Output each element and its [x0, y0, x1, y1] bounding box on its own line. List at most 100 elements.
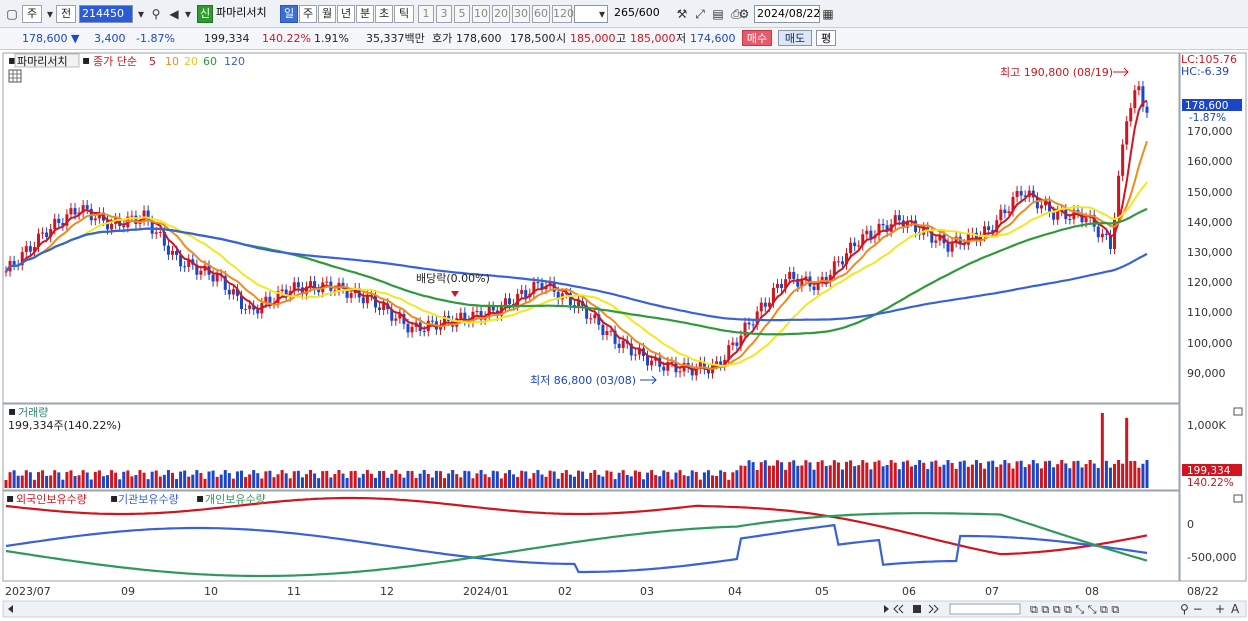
volume-bar [32, 479, 36, 488]
scroll-bar[interactable] [2, 600, 1247, 618]
candle-body [292, 282, 296, 292]
candle-body [479, 311, 483, 320]
volume-bar [633, 470, 637, 488]
avg-button[interactable]: 평 [816, 30, 836, 46]
sell-button[interactable]: 매도 [778, 30, 812, 46]
zoom-slider[interactable] [949, 603, 1021, 615]
chevron-down-icon[interactable]: ▾ [184, 7, 192, 21]
volume-y-tick: 1,000K [1187, 419, 1226, 432]
zoom-out-icon[interactable]: ⚲ − [1180, 602, 1203, 616]
buy-button[interactable]: 매수 [742, 30, 772, 46]
interval-30[interactable]: 30 [512, 5, 530, 23]
interval-10[interactable]: 10 [472, 5, 490, 23]
candle-body [1052, 212, 1056, 220]
volume-bar [24, 470, 28, 488]
candle-body [162, 231, 166, 246]
volume-bar [1068, 468, 1072, 488]
zoom-in-icon[interactable]: + [1215, 602, 1225, 616]
candle-body [739, 335, 743, 346]
volume-bar [1133, 460, 1137, 488]
volume-bar [122, 471, 126, 488]
search-icon[interactable]: ⚲ [151, 7, 161, 21]
candle-body [601, 324, 605, 335]
x-tick-label: 08 [1085, 585, 1099, 598]
volume-bar [443, 478, 447, 488]
x-tick-label: 05 [815, 585, 829, 598]
print-icon[interactable]: ⎙ [731, 7, 741, 21]
stock-code-input[interactable]: 214450 [79, 5, 133, 23]
institution-legend: 기관보유수량 [118, 493, 179, 506]
stock-chart[interactable]: ▪ 파마리서치 ▪ 종가 단순 5 10 20 60 120 LC:105.76… [0, 51, 1248, 621]
candle-chart-icon[interactable]: ⚒ [676, 7, 688, 21]
legend-dot: ▪ [196, 491, 204, 505]
draw-tool-icon[interactable]: ⤢ [695, 7, 705, 21]
legend-dot: ▪ [6, 491, 14, 505]
interval-120[interactable]: 120 [552, 5, 574, 23]
calendar-icon[interactable]: ▦ [822, 7, 834, 21]
price-panel[interactable] [2, 52, 1180, 404]
tab-day[interactable]: 일 [280, 5, 298, 23]
candle-body [646, 355, 650, 366]
count-value[interactable]: 265 [614, 6, 635, 19]
dividend-marker [451, 291, 459, 297]
tab-tick[interactable]: 틱 [394, 5, 414, 23]
interval-1[interactable]: 1 [418, 5, 434, 23]
volume-bar [901, 461, 905, 488]
candle-body [532, 282, 536, 294]
interval-20[interactable]: 20 [492, 5, 510, 23]
scroll-right-icon[interactable] [884, 605, 889, 613]
volume-bar [191, 474, 195, 488]
gear-icon[interactable]: ⚙ [738, 7, 750, 21]
fast-forward-icon[interactable] [928, 604, 939, 614]
ma-label: 종가 단순 [93, 55, 137, 68]
y-tick-label: 90,000 [1187, 367, 1226, 380]
x-tick-label: 02 [558, 585, 572, 598]
volume-bar [1043, 461, 1047, 488]
candle-body [349, 293, 353, 298]
chevron-down-icon[interactable]: ▾ [598, 7, 606, 21]
table-icon[interactable] [8, 69, 22, 83]
count-display[interactable]: 265/600 [612, 5, 668, 23]
volume-bar [284, 473, 288, 488]
interval-custom-input[interactable] [574, 5, 608, 23]
chevron-down-icon[interactable]: ▾ [46, 7, 54, 21]
prev-button[interactable]: 전 [56, 5, 76, 23]
candle-body [475, 311, 479, 313]
tab-second[interactable]: 초 [375, 5, 393, 23]
volume-bar [832, 460, 836, 488]
candle-body [905, 221, 909, 228]
interval-60[interactable]: 60 [532, 5, 550, 23]
volume-bar [175, 478, 179, 488]
interval-3[interactable]: 3 [436, 5, 452, 23]
tab-minute[interactable]: 분 [356, 5, 374, 23]
candle-body [1100, 233, 1104, 238]
font-size-icon[interactable]: A [1231, 602, 1240, 616]
interval-5[interactable]: 5 [454, 5, 470, 23]
maximize-icon[interactable] [1233, 407, 1243, 416]
scroll-left-icon[interactable] [8, 605, 13, 613]
window-icon[interactable]: ▢ [6, 7, 18, 21]
tab-year[interactable]: 년 [337, 5, 355, 23]
volume-bar [520, 470, 524, 488]
period-button[interactable]: 주 [22, 5, 42, 23]
volume-bar [57, 472, 61, 488]
tab-week[interactable]: 주 [299, 5, 317, 23]
tab-month[interactable]: 월 [318, 5, 336, 23]
save-icon[interactable]: ▤ [712, 7, 724, 21]
speaker-icon[interactable]: ◀ [169, 7, 179, 21]
date-input[interactable]: 2024/08/22 [754, 5, 820, 23]
maximize-icon[interactable] [1233, 494, 1243, 503]
price-tag-value: 178,600 [1185, 100, 1228, 112]
volume-bar [345, 477, 349, 488]
volume-bar [398, 473, 402, 488]
volume-bar [256, 473, 260, 488]
volume-bar [877, 460, 881, 488]
rewind-icon[interactable] [893, 604, 904, 614]
volume-bar [1048, 460, 1052, 488]
stop-icon[interactable] [913, 605, 921, 613]
candle-body [751, 324, 755, 326]
chevron-down-icon[interactable]: ▾ [137, 7, 145, 21]
volume-bar [662, 470, 666, 488]
layout-icons[interactable]: ⧉ ⧉ ⧉ ⧉ ⤡ ⤡ ⧉ ⧉ [1030, 603, 1119, 616]
candle-body [893, 215, 897, 225]
